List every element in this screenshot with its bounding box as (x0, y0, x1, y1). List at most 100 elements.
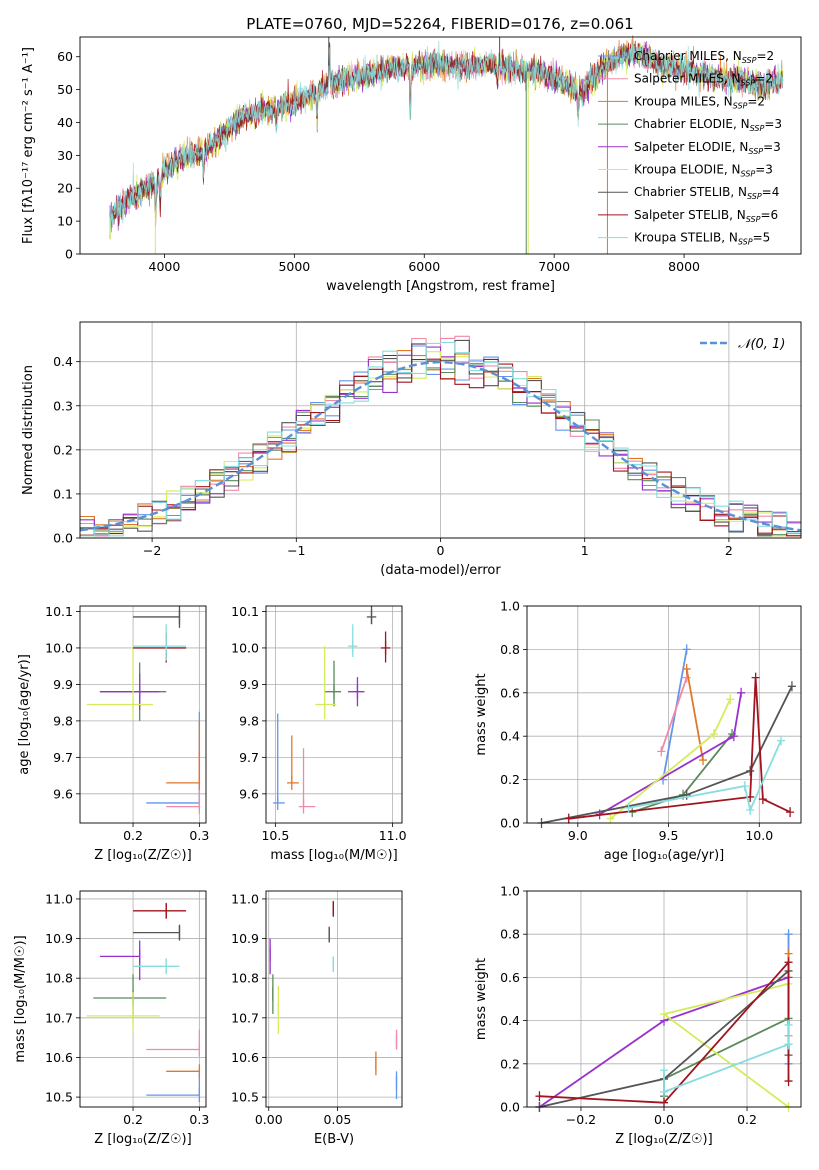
x-axis-label: Z [log₁₀(Z/Z☉)] (94, 1132, 191, 1147)
y-axis-label: mass weight (474, 673, 489, 755)
y-tick-label: 0.8 (500, 642, 520, 657)
y-axis-label: Flux [fλ10⁻¹⁷ erg cm⁻² s⁻¹ A⁻¹] (21, 47, 36, 244)
x-axis-label: (data-model)/error (380, 563, 501, 578)
legend-label: 𝒩(0, 1) (738, 337, 785, 352)
weight-marker (737, 687, 746, 698)
weight-marker (784, 929, 793, 940)
y-tick-label: 30 (57, 148, 73, 163)
x-axis-label: E(B-V) (314, 1132, 354, 1147)
weight-marker (682, 672, 691, 683)
x-tick-label: 0.3 (189, 828, 209, 843)
x-tick-label: 1 (581, 543, 589, 558)
axes-frame (79, 36, 802, 255)
x-axis-label: wavelength [Angstrom, rest frame] (326, 279, 555, 294)
y-axis-label: age [log₁₀(age/yr)] (17, 654, 32, 775)
y-tick-label: 10.9 (45, 931, 73, 946)
y-tick-label: 10.9 (231, 931, 259, 946)
weight-marker (535, 1091, 544, 1102)
axes-frame (526, 890, 802, 1108)
panel-age-vs-z: 0.2 0.3 9.6 9.7 9.8 9.9 10.0 10.1 Z [log₁₀(Z/Z☉)… (17, 604, 209, 863)
weight-marker (709, 729, 718, 740)
axes-frame (265, 605, 403, 824)
y-tick-label: 0.0 (500, 816, 520, 831)
x-tick-label: 4000 (149, 259, 181, 274)
y-tick-label: 10.6 (45, 1050, 73, 1065)
axes-frame (265, 890, 403, 1108)
y-tick-label: 60 (57, 49, 73, 64)
y-tick-label: 9.9 (239, 677, 259, 692)
weight-marker (682, 644, 691, 655)
y-tick-label: 10.6 (231, 1050, 259, 1065)
y-tick-label: 0.3 (53, 398, 73, 413)
y-tick-label: 40 (57, 115, 73, 130)
x-tick-label: 0.3 (189, 1112, 209, 1127)
y-tick-label: 9.7 (53, 750, 73, 765)
gaussian-curve (79, 360, 802, 532)
y-tick-label: 0.6 (500, 970, 520, 985)
y-tick-label: 10.0 (45, 640, 73, 655)
x-axis-label: mass [log₁₀(M/M☉)] (270, 848, 397, 863)
legend-label: Salpeter ELODIE, NSSP=3 (634, 140, 781, 156)
weight-marker (682, 789, 691, 800)
weight-marker (787, 681, 796, 692)
axes-frame (79, 890, 207, 1108)
y-tick-label: 1.0 (500, 884, 520, 899)
weight-marker (699, 755, 708, 766)
y-tick-label: 10.1 (231, 604, 259, 619)
weight-line-chabrier-stelib (541, 685, 793, 824)
weight-marker (751, 672, 760, 683)
y-axis-label: Normed distribution (21, 365, 36, 495)
y-tick-label: 9.6 (53, 786, 73, 801)
y-tick-label: 9.7 (239, 750, 259, 765)
weight-marker (746, 804, 755, 815)
weight-marker (657, 746, 666, 757)
spectrum-legend: Chabrier MILES, NSSP=2 Salpeter MILES, NS… (598, 49, 782, 247)
y-tick-label: 0.6 (500, 685, 520, 700)
legend-label: Chabrier ELODIE, NSSP=3 (634, 117, 782, 133)
panel-mass-vs-ebv: 0.00 0.05 10.5 10.6 10.7 10.8 10.9 11.0 E(B-V) (231, 890, 403, 1147)
y-tick-label: 10.0 (231, 640, 259, 655)
histogram-kroupa-stelib (80, 341, 801, 537)
weight-marker (729, 731, 738, 742)
x-tick-label: 9.5 (659, 828, 679, 843)
x-tick-label: 0.05 (324, 1112, 352, 1127)
legend-label: Salpeter MILES, NSSP=2 (634, 72, 773, 88)
y-tick-label: 20 (57, 181, 73, 196)
x-tick-label: 2 (725, 543, 733, 558)
x-tick-label: 6000 (408, 259, 440, 274)
weight-marker (784, 1039, 793, 1050)
x-tick-label: −2 (143, 543, 161, 558)
weight-marker (746, 765, 755, 776)
x-tick-label: 10.0 (745, 828, 773, 843)
x-tick-label: 9.0 (568, 828, 588, 843)
weight-marker (784, 957, 793, 968)
y-axis-label: mass weight (474, 958, 489, 1040)
weight-line-kroupa-stelib (663, 1024, 790, 1094)
legend-label: Kroupa MILES, NSSP=2 (634, 94, 765, 110)
weight-line-kroupa-elodie (661, 983, 790, 1108)
y-tick-label: 10.8 (45, 971, 73, 986)
weight-marker (624, 802, 633, 813)
weight-marker (726, 694, 735, 705)
weight-marker (784, 948, 793, 959)
x-tick-label: 10.5 (261, 828, 289, 843)
x-tick-label: −1 (287, 543, 305, 558)
x-tick-label: 0 (437, 543, 445, 558)
axes-frame (79, 321, 802, 539)
y-tick-label: 0.0 (500, 1100, 520, 1115)
weight-marker (682, 663, 691, 674)
legend-label: Salpeter STELIB, NSSP=6 (634, 208, 778, 224)
legend-label: Kroupa ELODIE, NSSP=3 (634, 163, 773, 179)
figure-title: PLATE=0760, MJD=52264, FIBERID=0176, z=0… (246, 15, 633, 33)
weight-line-salpeter-miles (660, 677, 688, 752)
weight-line-kroupa-stelib (628, 740, 782, 813)
weight-line-kroupa-miles (685, 668, 704, 761)
y-tick-label: 0.4 (500, 729, 520, 744)
panel-weight-vs-z: −0.2 0.0 0.2 0.0 0.2 0.4 0.6 0.8 1.0 Z [log₁₀(Z/Z… (474, 884, 802, 1147)
weight-marker (564, 813, 573, 824)
panel-weight-vs-age: 9.0 9.5 10.0 0.0 0.2 0.4 0.6 0.8 1.0 age [log₁₀(a… (474, 599, 802, 863)
weight-marker (784, 1019, 793, 1030)
histogram-salpeter-stelib (80, 354, 801, 537)
y-tick-label: 0.2 (500, 1056, 520, 1071)
